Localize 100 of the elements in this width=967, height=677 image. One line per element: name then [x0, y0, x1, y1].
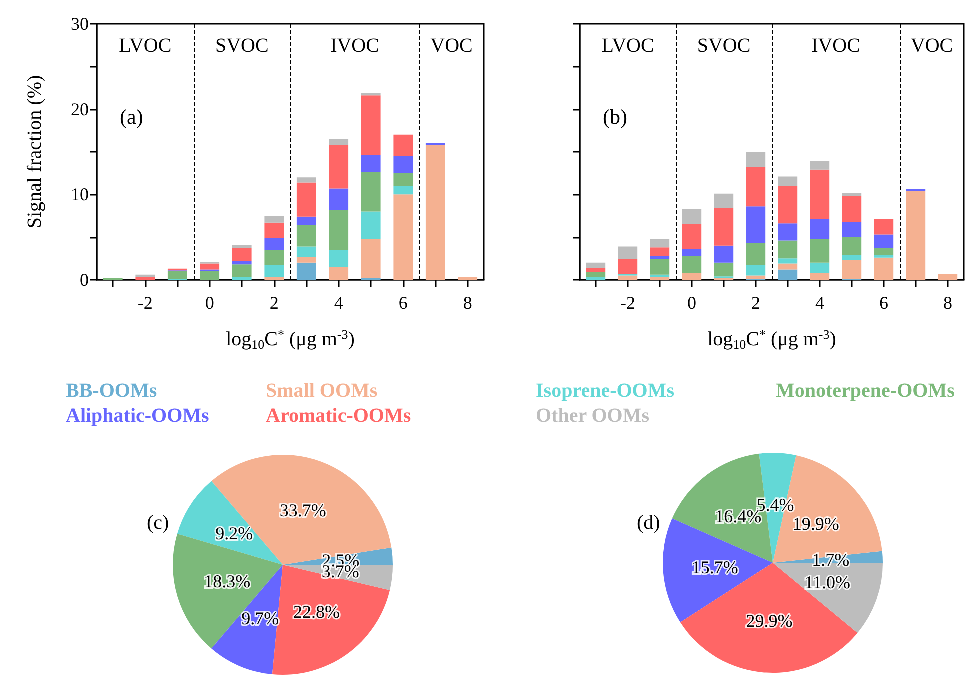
- bar: [938, 274, 958, 280]
- bar: [329, 188, 349, 210]
- text: (a): [120, 105, 144, 130]
- bar: [168, 271, 188, 280]
- bar: [682, 273, 702, 280]
- text: Other OOMs: [536, 405, 651, 428]
- text: (d): [637, 512, 660, 534]
- annotation: VOC: [430, 35, 473, 57]
- bar: [810, 170, 830, 220]
- text: Small OOMs: [266, 380, 379, 403]
- bar: [842, 260, 862, 280]
- bar: [682, 249, 702, 256]
- bar: [874, 219, 894, 235]
- bar: [906, 191, 926, 280]
- annotation: VOC: [910, 35, 954, 57]
- bar: [232, 245, 252, 248]
- bar: [650, 256, 670, 260]
- bar: [296, 216, 316, 226]
- annotation: IVOC: [812, 35, 860, 57]
- bar: [746, 265, 766, 276]
- bar: [264, 265, 284, 278]
- bar: [714, 208, 734, 246]
- text: (c): [147, 512, 170, 534]
- bar: [361, 96, 381, 156]
- text: Aromatic-OOMs: [266, 405, 412, 428]
- bar: [394, 156, 414, 174]
- data-label: 9.7%: [242, 608, 280, 628]
- bar: [842, 192, 862, 196]
- data-label: 19.9%: [792, 514, 840, 534]
- bar: [618, 260, 638, 274]
- bar: [232, 248, 252, 262]
- bar: [778, 224, 798, 241]
- bar: [650, 274, 670, 278]
- bar: [586, 272, 606, 278]
- bar: [874, 255, 894, 258]
- text: Monoterpene-OOMs: [776, 380, 956, 403]
- bar: [264, 238, 284, 250]
- bar: [426, 145, 446, 280]
- bar: [810, 161, 830, 170]
- bar: [746, 276, 766, 280]
- bar: [842, 196, 862, 222]
- data-label: 9.2%: [216, 523, 254, 544]
- bar: [778, 264, 798, 270]
- bar: [296, 262, 316, 280]
- text: Isoprene-OOMs: [536, 380, 676, 403]
- bar: [746, 152, 766, 168]
- bar: [650, 260, 670, 275]
- y-tick-label: 20: [71, 99, 89, 120]
- data-label: 29.9%: [746, 610, 793, 631]
- bar: [842, 222, 862, 238]
- bar: [458, 277, 478, 280]
- bar: [200, 271, 220, 280]
- bar: [874, 248, 894, 256]
- bar: [778, 270, 798, 280]
- data-label: 15.7%: [692, 558, 738, 578]
- bar: [361, 155, 381, 172]
- annotation: IVOC: [330, 35, 380, 57]
- x-tick-label: 4: [334, 293, 344, 313]
- bar: [264, 222, 284, 238]
- bar: [714, 246, 734, 263]
- bar: [778, 176, 798, 186]
- bar: [618, 246, 638, 260]
- bar: [810, 273, 830, 280]
- x-tick-label: 2: [752, 293, 760, 313]
- x-tick-label: 8: [463, 293, 472, 313]
- bar: [200, 264, 220, 270]
- x-tick-label: 0: [688, 293, 696, 313]
- annotation: LVOC: [602, 35, 654, 57]
- annotation: SVOC: [215, 35, 269, 57]
- text: Aliphatic-OOMs: [66, 405, 210, 428]
- bar: [810, 262, 830, 274]
- bar: [394, 186, 414, 195]
- x-tick-label: 6: [398, 293, 408, 313]
- bar: [746, 206, 766, 244]
- bar: [682, 256, 702, 274]
- bar: [650, 277, 670, 280]
- bar: [361, 239, 381, 278]
- bar: [329, 145, 349, 189]
- data-label: 33.7%: [280, 500, 326, 521]
- bar: [650, 239, 670, 248]
- bar: [618, 276, 638, 280]
- text: BB-OOMs: [66, 380, 158, 403]
- bar: [778, 258, 798, 264]
- bar: [682, 209, 702, 225]
- annotation: SVOC: [697, 35, 751, 57]
- bar: [842, 237, 862, 256]
- bar: [136, 277, 156, 280]
- bar: [394, 194, 414, 280]
- bar: [136, 274, 156, 278]
- data-label: 18.3%: [204, 572, 251, 592]
- bar: [586, 277, 606, 280]
- y-tick-label: 0: [80, 270, 89, 290]
- bar: [232, 261, 252, 265]
- bar: [264, 250, 284, 266]
- x-tick-label: 6: [880, 293, 888, 313]
- bar: [746, 243, 766, 266]
- bar: [778, 240, 798, 259]
- bar: [714, 262, 734, 277]
- bar: [810, 219, 830, 240]
- bar: [232, 264, 252, 278]
